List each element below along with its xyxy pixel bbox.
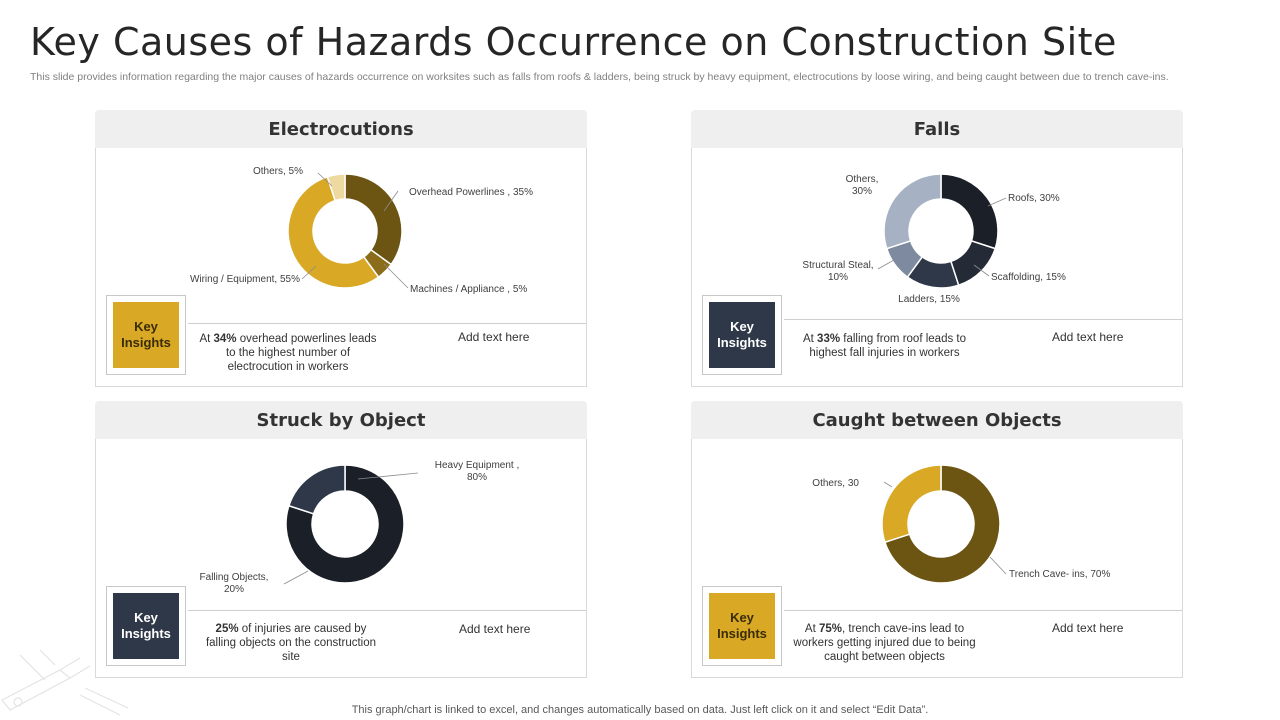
leader-line bbox=[883, 481, 893, 488]
panel-body: Overhead Powerlines , 35% Machines / Appl… bbox=[95, 148, 587, 387]
panel-header: Caught between Objects bbox=[691, 401, 1183, 439]
panel-electrocutions: Electrocutions Overhead Powerlines , 35%… bbox=[95, 110, 587, 388]
donut-chart-struck-by-object[interactable]: Heavy Equipment , 80% Falling Objects, 20% bbox=[96, 439, 586, 677]
key-insights-frame: Key Insights bbox=[106, 295, 186, 375]
donut-slice[interactable] bbox=[883, 464, 1001, 584]
insight-text: At 34% overhead powerlines leads to the … bbox=[199, 333, 377, 373]
leader-line bbox=[301, 265, 317, 280]
slice-label: Falling Objects, 20% bbox=[200, 572, 269, 595]
leader-line bbox=[283, 570, 309, 585]
leader-line bbox=[383, 190, 399, 212]
leader-line bbox=[317, 172, 333, 187]
leader-line bbox=[987, 197, 1007, 207]
slice-label: Ladders, 15% bbox=[898, 294, 960, 305]
add-text-placeholder[interactable]: Add text here bbox=[458, 330, 530, 344]
leader-line bbox=[989, 556, 1007, 575]
key-insights-frame: Key Insights bbox=[702, 586, 782, 666]
panel-caught-between-objects: Caught between Objects Trench Cave- ins,… bbox=[691, 401, 1183, 679]
slice-label: Structural Steal, 10% bbox=[802, 260, 873, 283]
panel-header: Falls bbox=[691, 110, 1183, 148]
add-text-placeholder[interactable]: Add text here bbox=[1052, 621, 1124, 635]
panel-body: Roofs, 30% Scaffolding, 15% Ladders, 15% St… bbox=[691, 148, 1183, 387]
page-subtitle: This slide provides information regardin… bbox=[30, 71, 1169, 83]
page-title: Key Causes of Hazards Occurrence on Cons… bbox=[30, 20, 1117, 64]
donut-slice[interactable] bbox=[287, 464, 346, 515]
key-insights-frame: Key Insights bbox=[106, 586, 186, 666]
divider bbox=[188, 323, 586, 324]
leader-line bbox=[383, 263, 409, 289]
donut-slice[interactable] bbox=[883, 173, 942, 250]
divider bbox=[188, 610, 586, 611]
divider bbox=[784, 319, 1182, 320]
key-insights-badge: Key Insights bbox=[113, 593, 179, 659]
slice-label: Others, 30% bbox=[846, 174, 879, 197]
slice-label: Trench Cave- ins, 70% bbox=[1009, 569, 1110, 580]
insight-text: 25% of injuries are caused by falling ob… bbox=[205, 623, 377, 663]
insight-text: At 75%, trench cave-ins lead to workers … bbox=[793, 623, 976, 663]
insight-text: At 33% falling from roof leads to highes… bbox=[802, 333, 966, 359]
leader-line bbox=[877, 259, 895, 270]
donut-slice[interactable] bbox=[949, 239, 997, 287]
donut-slice[interactable] bbox=[287, 175, 380, 289]
leader-line bbox=[357, 472, 419, 480]
slice-label: Others, 5% bbox=[253, 166, 303, 177]
leader-line bbox=[973, 264, 990, 277]
donut-slice[interactable] bbox=[881, 464, 942, 544]
footer-note: This graph/chart is linked to excel, and… bbox=[351, 704, 929, 716]
slice-label: Machines / Appliance , 5% bbox=[410, 284, 527, 295]
divider bbox=[784, 610, 1182, 611]
decorative-tools-icon bbox=[1, 649, 129, 716]
slice-label: Wiring / Equipment, 55% bbox=[190, 274, 300, 285]
key-insights-badge: Key Insights bbox=[709, 302, 775, 368]
key-insights-badge: Key Insights bbox=[113, 302, 179, 368]
slice-label: Roofs, 30% bbox=[1008, 193, 1060, 204]
donut-slice[interactable] bbox=[940, 173, 999, 250]
panel-body: Heavy Equipment , 80% Falling Objects, 20% … bbox=[95, 439, 587, 678]
key-insights-badge: Key Insights bbox=[709, 593, 775, 659]
donut-slice[interactable] bbox=[344, 173, 403, 266]
donut-chart-caught-between-objects[interactable]: Trench Cave- ins, 70% Others, 30 bbox=[692, 439, 1182, 677]
panel-header: Electrocutions bbox=[95, 110, 587, 148]
donut-chart-electrocutions[interactable]: Overhead Powerlines , 35% Machines / Appl… bbox=[96, 148, 586, 386]
panel-struck-by-object: Struck by Object Heavy Equipment , 80% Fal… bbox=[95, 401, 587, 679]
panel-header: Struck by Object bbox=[95, 401, 587, 439]
donut-slice[interactable] bbox=[326, 173, 346, 202]
panel-body: Trench Cave- ins, 70% Others, 30 Key Insig… bbox=[691, 439, 1183, 678]
panel-falls: Falls Roofs, 30% Scaffolding, 15% Ladders,… bbox=[691, 110, 1183, 388]
add-text-placeholder[interactable]: Add text here bbox=[1052, 330, 1124, 344]
slice-label: Overhead Powerlines , 35% bbox=[409, 187, 533, 198]
key-insights-frame: Key Insights bbox=[702, 295, 782, 375]
donut-chart-falls[interactable]: Roofs, 30% Scaffolding, 15% Ladders, 15% St… bbox=[692, 148, 1182, 386]
slice-label: Scaffolding, 15% bbox=[991, 272, 1066, 283]
donut-slice[interactable] bbox=[285, 464, 405, 584]
slice-label: Heavy Equipment , 80% bbox=[435, 460, 520, 483]
add-text-placeholder[interactable]: Add text here bbox=[459, 622, 531, 636]
slice-label: Others, 30 bbox=[812, 478, 859, 489]
